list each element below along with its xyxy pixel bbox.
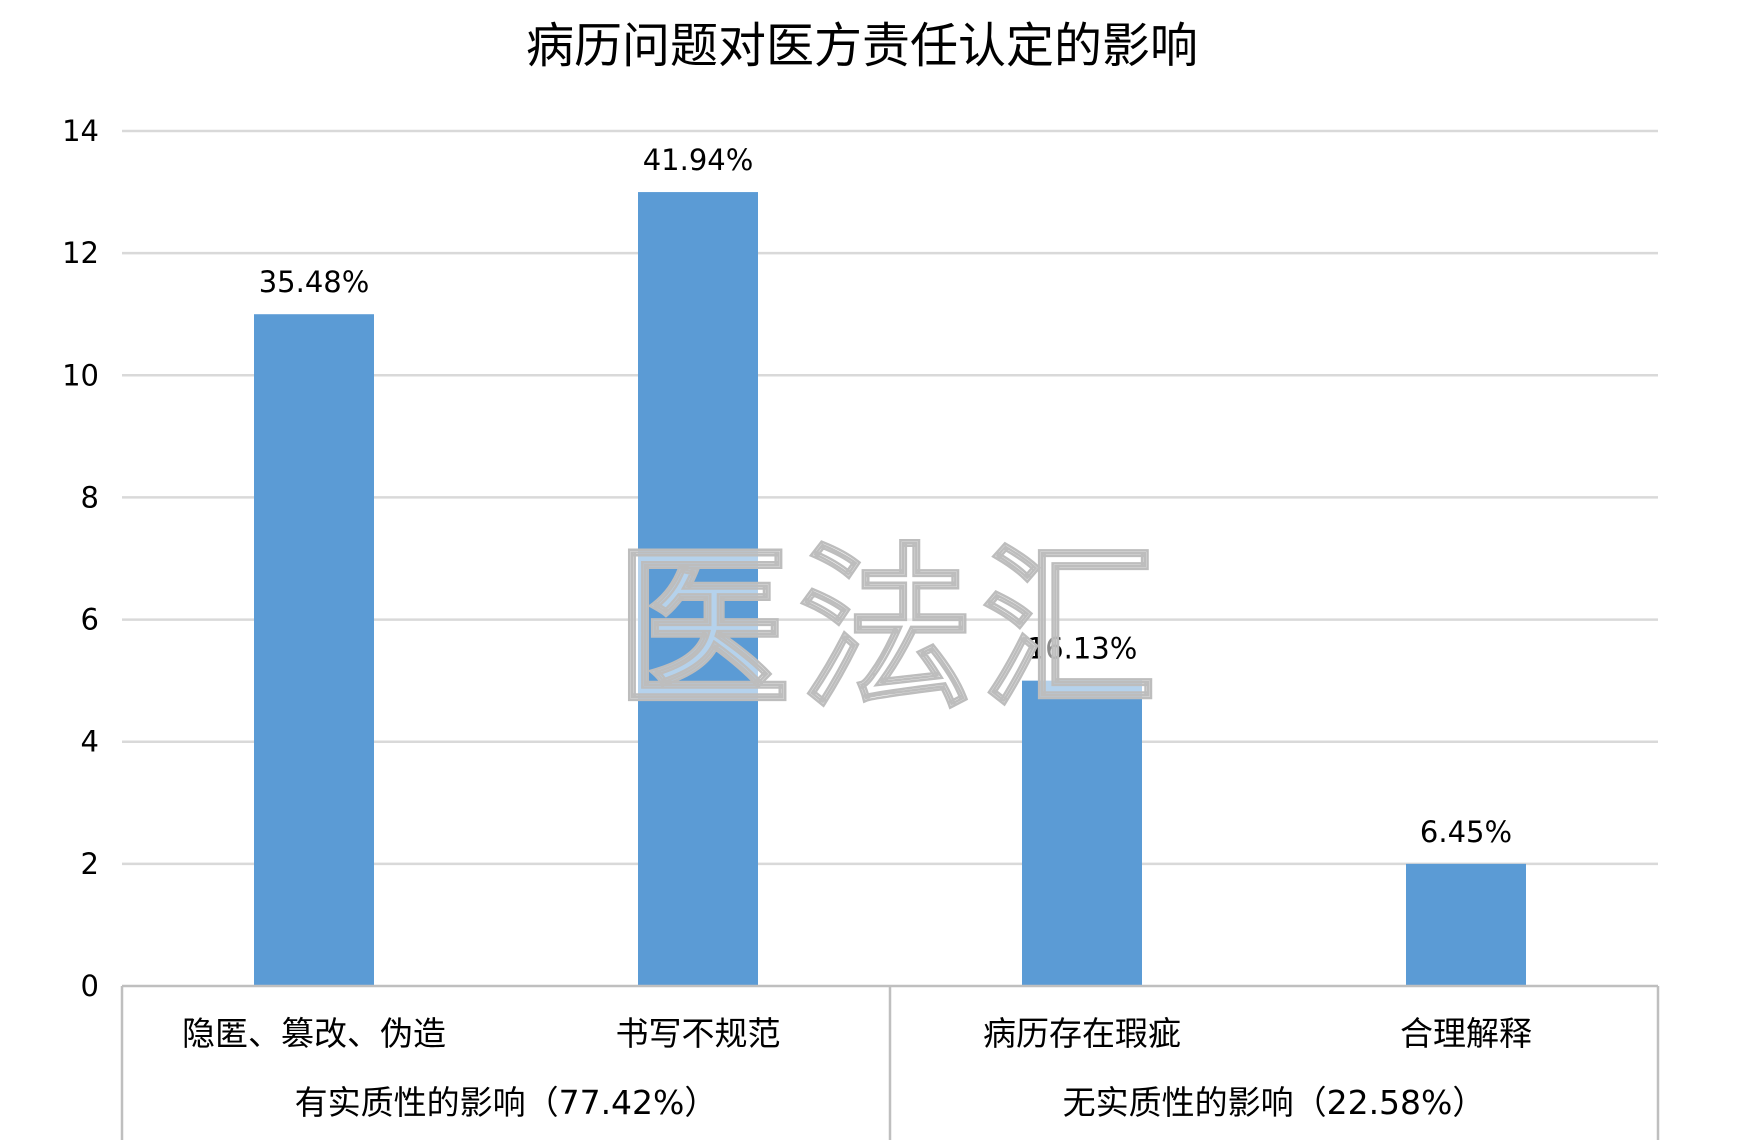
y-tick-label: 8	[81, 480, 99, 514]
x-axis	[120, 984, 1660, 1140]
bar	[254, 314, 374, 986]
y-tick-label: 0	[81, 969, 99, 1003]
x-axis-group-labels: 有实质性的影响（77.42%） 无实质性的影响（22.58%）	[295, 1083, 1486, 1122]
data-label: 16.13%	[1027, 632, 1138, 666]
group-label: 无实质性的影响（22.58%）	[1063, 1083, 1486, 1122]
category-label: 隐匿、篡改、伪造	[182, 1014, 446, 1053]
y-axis-tick-labels: 0 2 4 6 8 10 12 14	[62, 114, 99, 1003]
group-label: 有实质性的影响（77.42%）	[295, 1083, 718, 1122]
y-tick-label: 2	[81, 847, 99, 881]
category-label: 合理解释	[1400, 1014, 1532, 1053]
bars	[254, 192, 1526, 987]
data-labels: 35.48% 41.94% 16.13% 6.45%	[259, 143, 1512, 849]
gridlines	[122, 129, 1658, 866]
data-label: 35.48%	[259, 265, 370, 299]
y-tick-label: 4	[81, 725, 99, 759]
watermark-logo: 医法汇	[616, 529, 1165, 732]
y-tick-label: 10	[62, 358, 99, 392]
x-axis-category-labels: 隐匿、篡改、伪造 书写不规范 病历存在瑕疵 合理解释	[182, 1014, 1532, 1053]
data-label: 41.94%	[643, 143, 754, 177]
y-tick-label: 14	[62, 114, 99, 148]
data-label: 6.45%	[1420, 815, 1512, 849]
y-tick-label: 12	[62, 236, 99, 270]
bar	[638, 192, 758, 987]
bar	[1406, 863, 1526, 986]
category-label: 书写不规范	[616, 1014, 781, 1053]
bar	[1022, 680, 1142, 986]
chart-title: 病历问题对医方责任认定的影响	[526, 18, 1198, 74]
category-label: 病历存在瑕疵	[983, 1014, 1181, 1053]
y-tick-label: 6	[81, 603, 99, 637]
